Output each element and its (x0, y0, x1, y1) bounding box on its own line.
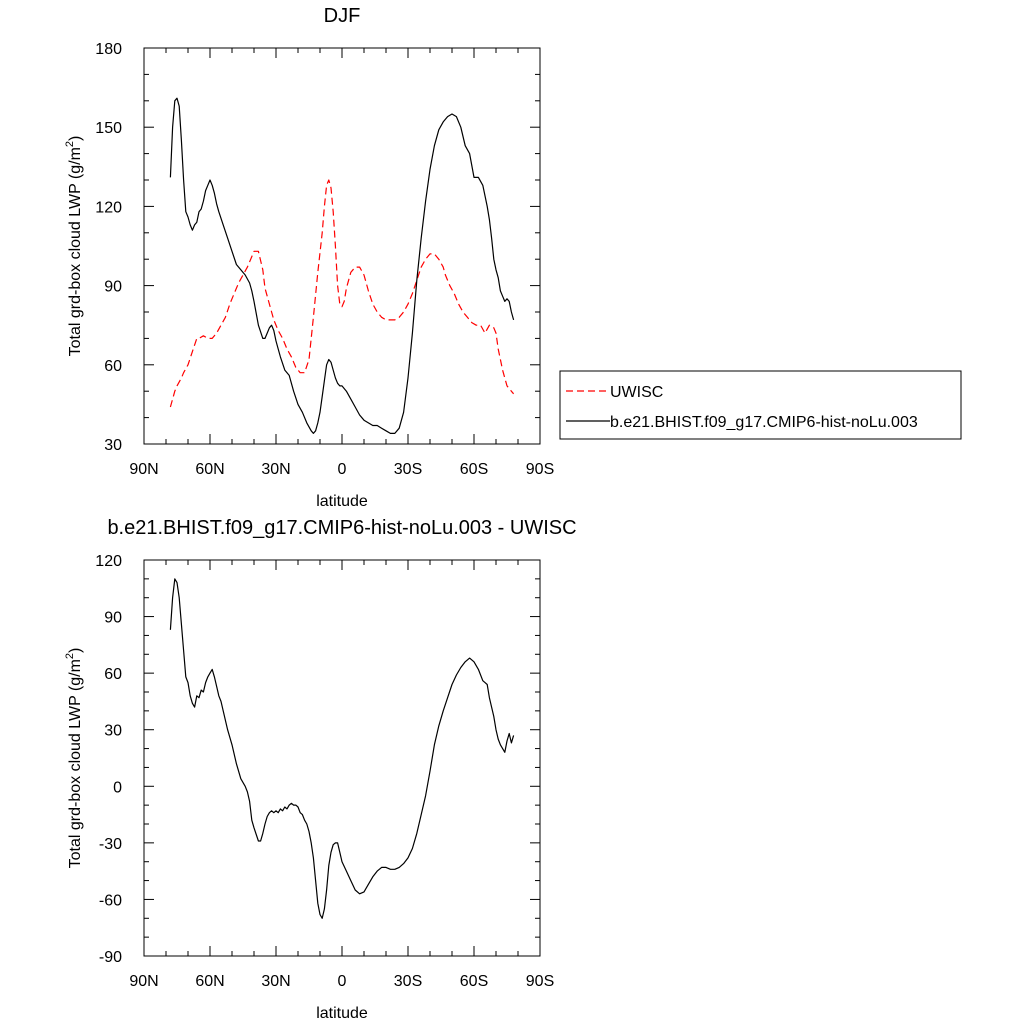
x-tick-label: 0 (338, 461, 347, 478)
series-line-b-e21-bhist-f09-g17-cmip6-hist-nolu-003 (169, 97, 515, 434)
y-tick-label: 180 (95, 41, 122, 58)
x-tick-label: 30S (394, 461, 422, 478)
y-tick-label: -90 (99, 949, 122, 966)
y-tick-label: 60 (104, 358, 122, 375)
x-tick-label: 90N (129, 461, 158, 478)
x-tick-label: 30N (261, 973, 290, 990)
x-tick-label: 90S (526, 973, 554, 990)
series-line-difference (169, 578, 515, 919)
y-tick-label: 60 (104, 666, 122, 683)
legend-label: b.e21.BHIST.f09_g17.CMIP6-hist-noLu.003 (610, 414, 918, 431)
y-tick-label: 0 (113, 779, 122, 796)
panel-title: DJF (324, 5, 361, 27)
y-axis-label-tail: ) (67, 136, 84, 141)
x-tick-label: 90S (526, 461, 554, 478)
y-tick-label: 150 (95, 120, 122, 137)
legend-box (559, 370, 962, 440)
y-tick-label: 90 (104, 279, 122, 296)
y-axis-label: Total grd-box cloud LWP (g/m2) (64, 648, 84, 869)
x-axis-label: latitude (316, 493, 368, 510)
y-tick-label: 90 (104, 610, 122, 627)
y-tick-label: 30 (104, 437, 122, 454)
y-tick-label: 120 (95, 553, 122, 570)
x-tick-label: 90N (129, 973, 158, 990)
y-tick-label: 120 (95, 199, 122, 216)
y-axis-label-main: Total grd-box cloud LWP (g/m (67, 147, 84, 356)
y-axis-label-sup: 2 (64, 653, 76, 659)
y-axis-label: Total grd-box cloud LWP (g/m2) (64, 136, 84, 357)
legend: UWISC b.e21.BHIST.f09_g17.CMIP6-hist-noLu… (559, 370, 962, 440)
x-tick-label: 30S (394, 973, 422, 990)
y-axis-label-tail: ) (67, 648, 84, 653)
x-tick-label: 60N (195, 461, 224, 478)
panel-1: DJF 90N 60N 30N 0 30S 60S 90S 30 60 90 120 150 180 lat… (64, 5, 962, 510)
x-tick-label: 60S (460, 973, 488, 990)
legend-label: UWISC (610, 384, 663, 401)
plot-frame (143, 559, 541, 957)
series-line-uwisc (169, 179, 515, 408)
y-tick-label: -60 (99, 892, 122, 909)
x-tick-label: 60S (460, 461, 488, 478)
panel-2: b.e21.BHIST.f09_g17.CMIP6-hist-noLu.003 … (64, 517, 577, 1022)
plot-frame (143, 47, 541, 445)
panel-title: b.e21.BHIST.f09_g17.CMIP6-hist-noLu.003 … (107, 517, 576, 539)
x-tick-label: 30N (261, 461, 290, 478)
x-axis-label: latitude (316, 1005, 368, 1022)
x-tick-label: 0 (338, 973, 347, 990)
y-axis-label-main: Total grd-box cloud LWP (g/m (67, 659, 84, 868)
x-tick-label: 60N (195, 973, 224, 990)
y-axis-label-sup: 2 (64, 141, 76, 147)
y-tick-label: 30 (104, 723, 122, 740)
y-tick-label: -30 (99, 836, 122, 853)
